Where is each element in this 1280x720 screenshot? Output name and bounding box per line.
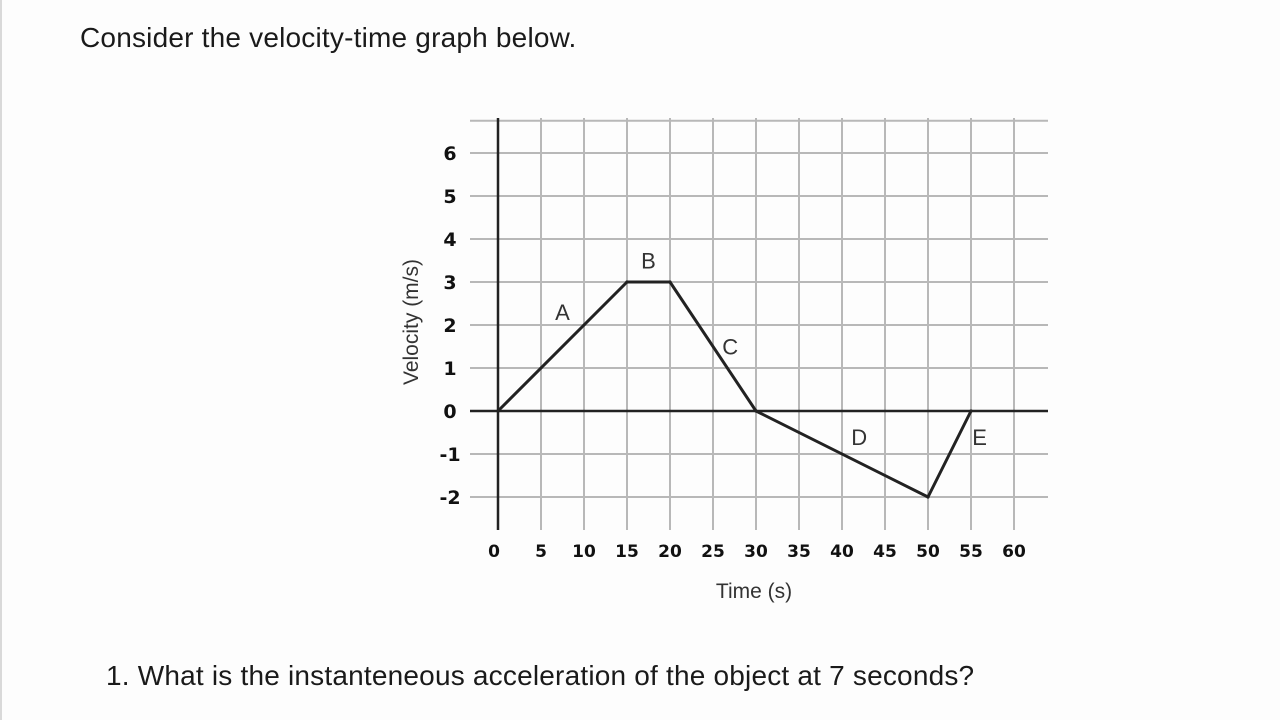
- x-axis-label: Time (s): [716, 580, 792, 603]
- segment-label-a: A: [555, 300, 570, 325]
- x-tick-label: 15: [615, 542, 639, 562]
- x-tick-label: 30: [744, 542, 768, 562]
- y-axis-label: Velocity (m/s): [400, 259, 423, 385]
- y-tick-label: 1: [443, 358, 456, 380]
- series-line-velocity: [496, 280, 973, 499]
- x-tick-label: 5: [535, 542, 547, 562]
- chart-grid: [470, 118, 1048, 530]
- data-point: [496, 409, 500, 413]
- segment-label-b: B: [641, 249, 656, 274]
- x-tick-label: 40: [830, 542, 854, 562]
- x-tick-label: 45: [873, 542, 897, 562]
- x-tick-label: 35: [787, 542, 811, 562]
- data-point: [926, 495, 930, 499]
- left-edge-divider: [0, 0, 2, 720]
- segment-label-d: D: [851, 425, 867, 450]
- chart-series: [496, 280, 973, 499]
- question-text: 1. What is the instanteneous acceleratio…: [106, 660, 975, 691]
- x-tick-label: 0: [488, 542, 500, 562]
- x-tick-label: 20: [658, 542, 682, 562]
- y-tick-label: 3: [443, 272, 456, 294]
- x-tick-label: 25: [701, 542, 725, 562]
- segment-label-c: C: [722, 335, 738, 360]
- y-tick-label: 2: [443, 315, 456, 337]
- x-tick-label: 60: [1002, 542, 1026, 562]
- y-tick-label: 6: [443, 143, 456, 165]
- data-point: [969, 409, 973, 413]
- y-tick-label: -2: [439, 487, 460, 509]
- data-point: [668, 280, 672, 284]
- chart-labels: Time (s) Velocity (m/s) A B C D E: [400, 249, 987, 604]
- data-point: [754, 409, 758, 413]
- y-tick-label: -1: [439, 444, 460, 466]
- data-point: [625, 280, 629, 284]
- prompt-text: Consider the velocity-time graph below.: [80, 22, 577, 53]
- x-tick-label: 55: [959, 542, 983, 562]
- y-tick-label: 4: [443, 229, 456, 251]
- x-tick-label: 10: [572, 542, 596, 562]
- y-tick-label: 0: [443, 401, 456, 423]
- y-tick-label: 5: [443, 186, 456, 208]
- x-tick-label: 50: [916, 542, 940, 562]
- segment-label-e: E: [972, 425, 987, 450]
